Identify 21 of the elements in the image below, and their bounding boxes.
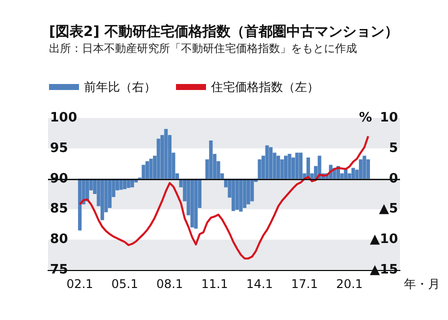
x-tick-label: 08.1 bbox=[156, 277, 184, 291]
x-tick-label: 20.1 bbox=[336, 277, 363, 291]
x-axis-title: 年・月 bbox=[404, 277, 440, 291]
y2-tick-label: 10 bbox=[380, 110, 398, 126]
y-tick-label: 85 bbox=[50, 202, 68, 217]
x-tick-label: 05.1 bbox=[111, 277, 138, 291]
x-tick-label: 11.1 bbox=[201, 277, 228, 291]
legend-label: 住宅価格指数（左） bbox=[210, 80, 319, 94]
y2-tick-label: ▲5 bbox=[378, 202, 398, 217]
x-tick-label: 02.1 bbox=[66, 277, 94, 291]
y-tick-label: 100 bbox=[50, 110, 78, 126]
y-tick-label: 80 bbox=[50, 232, 68, 248]
y-tick-label: 95 bbox=[50, 140, 68, 156]
y2-axis-title: % bbox=[358, 110, 372, 126]
y2-tick-label: ▲10 bbox=[370, 232, 398, 248]
chart-subtitle: 出所：日本不動産研究所「不動研住宅価格指数」をもとに作成 bbox=[49, 42, 357, 55]
x-tick-label: 14.1 bbox=[246, 277, 273, 291]
chart-title: [図表2] 不動研住宅価格指数（首都圏中古マンション） bbox=[49, 23, 398, 40]
y2-tick-label: 5 bbox=[388, 140, 398, 156]
x-tick-label: 17.1 bbox=[291, 277, 318, 291]
legend-label: 前年比（右） bbox=[84, 80, 156, 94]
